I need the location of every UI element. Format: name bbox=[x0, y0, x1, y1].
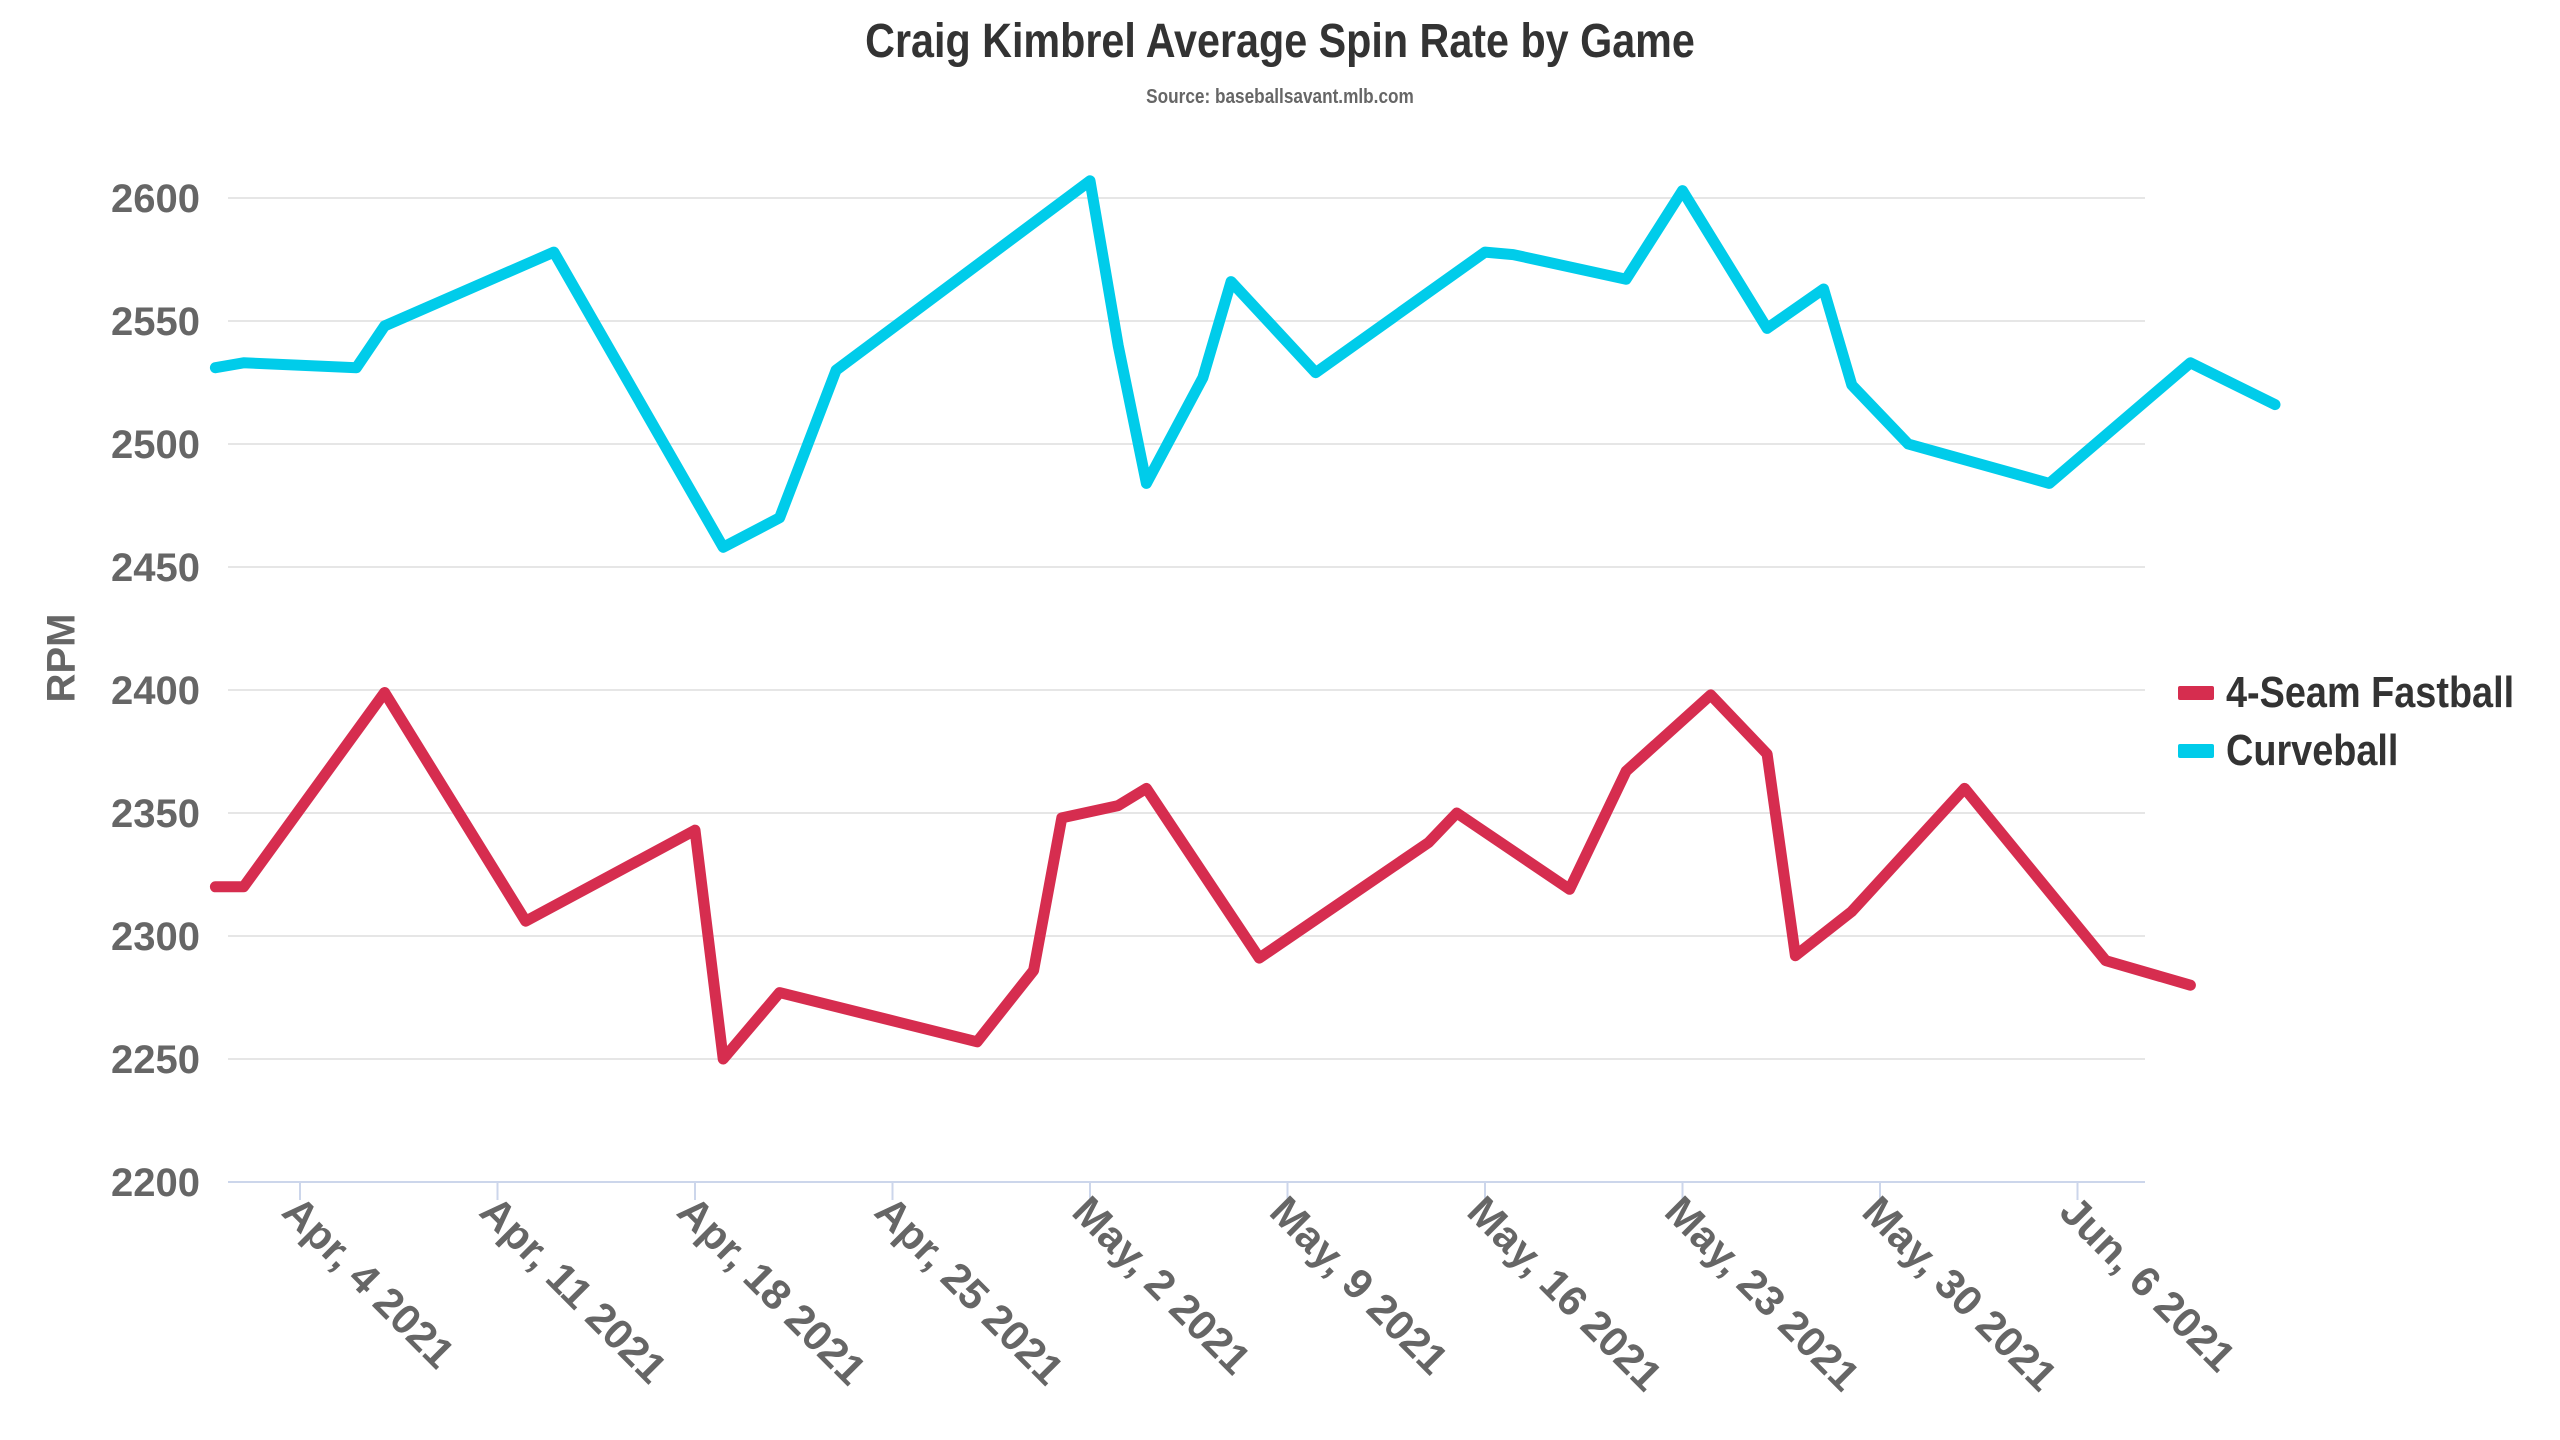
y-tick-label: 2500 bbox=[111, 423, 200, 467]
x-tick-group: Apr, 25 2021 bbox=[866, 1187, 1073, 1394]
chart-title: Craig Kimbrel Average Spin Rate by Game bbox=[865, 15, 1695, 68]
y-tick-label: 2350 bbox=[111, 792, 200, 836]
x-tick-group: May, 16 2021 bbox=[1459, 1187, 1672, 1400]
y-tick-label: 2400 bbox=[111, 669, 200, 713]
y-tick-label: 2600 bbox=[111, 177, 200, 221]
x-tick-group: Apr, 4 2021 bbox=[274, 1187, 464, 1377]
x-tick-label: May, 30 2021 bbox=[1854, 1187, 2067, 1400]
x-tick-group: Jun, 6 2021 bbox=[2051, 1187, 2244, 1380]
x-tick-group: May, 30 2021 bbox=[1854, 1187, 2067, 1400]
x-tick-group: May, 9 2021 bbox=[1261, 1187, 1457, 1383]
gridlines bbox=[228, 197, 2145, 1183]
y-tick-label: 2200 bbox=[111, 1161, 200, 1205]
chart-subtitle: Source: baseballsavant.mlb.com bbox=[1146, 86, 1414, 108]
legend-label: Curveball bbox=[2226, 726, 2399, 775]
legend-swatch-fastball bbox=[2178, 686, 2214, 700]
x-tick-group: May, 2 2021 bbox=[1064, 1187, 1260, 1383]
x-tick-label: Apr, 4 2021 bbox=[274, 1187, 464, 1377]
x-tick-group: May, 23 2021 bbox=[1656, 1187, 1869, 1400]
legend-swatch-curveball bbox=[2178, 744, 2214, 758]
series-line-fastball bbox=[209, 687, 2196, 1065]
x-tick-label: May, 9 2021 bbox=[1261, 1187, 1457, 1383]
y-tick-label: 2250 bbox=[111, 1038, 200, 1082]
x-tick-label: May, 23 2021 bbox=[1656, 1187, 1869, 1400]
y-tick-label: 2300 bbox=[111, 915, 200, 959]
y-axis-ticks: 2200 2250 2300 2350 2400 2450 2500 2550 2600 bbox=[111, 177, 200, 1205]
x-tick-label: Jun, 6 2021 bbox=[2051, 1187, 2244, 1380]
y-tick-label: 2450 bbox=[111, 546, 200, 590]
x-tick-label: Apr, 11 2021 bbox=[471, 1187, 676, 1392]
series-line-curveball bbox=[209, 175, 2281, 553]
legend-item-curveball[interactable]: Curveball bbox=[2178, 722, 2560, 780]
x-tick-label: May, 2 2021 bbox=[1064, 1187, 1260, 1383]
series-lines bbox=[209, 175, 2281, 1065]
y-tick-label: 2550 bbox=[111, 300, 200, 344]
x-tick-label: Apr, 25 2021 bbox=[866, 1187, 1073, 1394]
legend-item-fastball[interactable]: 4-Seam Fastball bbox=[2178, 664, 2560, 722]
x-tick-label: May, 16 2021 bbox=[1459, 1187, 1672, 1400]
x-tick-group: Apr, 18 2021 bbox=[669, 1187, 876, 1394]
x-tick-label: Apr, 18 2021 bbox=[669, 1187, 876, 1394]
legend: 4-Seam Fastball Curveball bbox=[2178, 664, 2560, 780]
x-tick-group: Apr, 11 2021 bbox=[471, 1187, 676, 1392]
legend-label: 4-Seam Fastball bbox=[2226, 668, 2515, 717]
